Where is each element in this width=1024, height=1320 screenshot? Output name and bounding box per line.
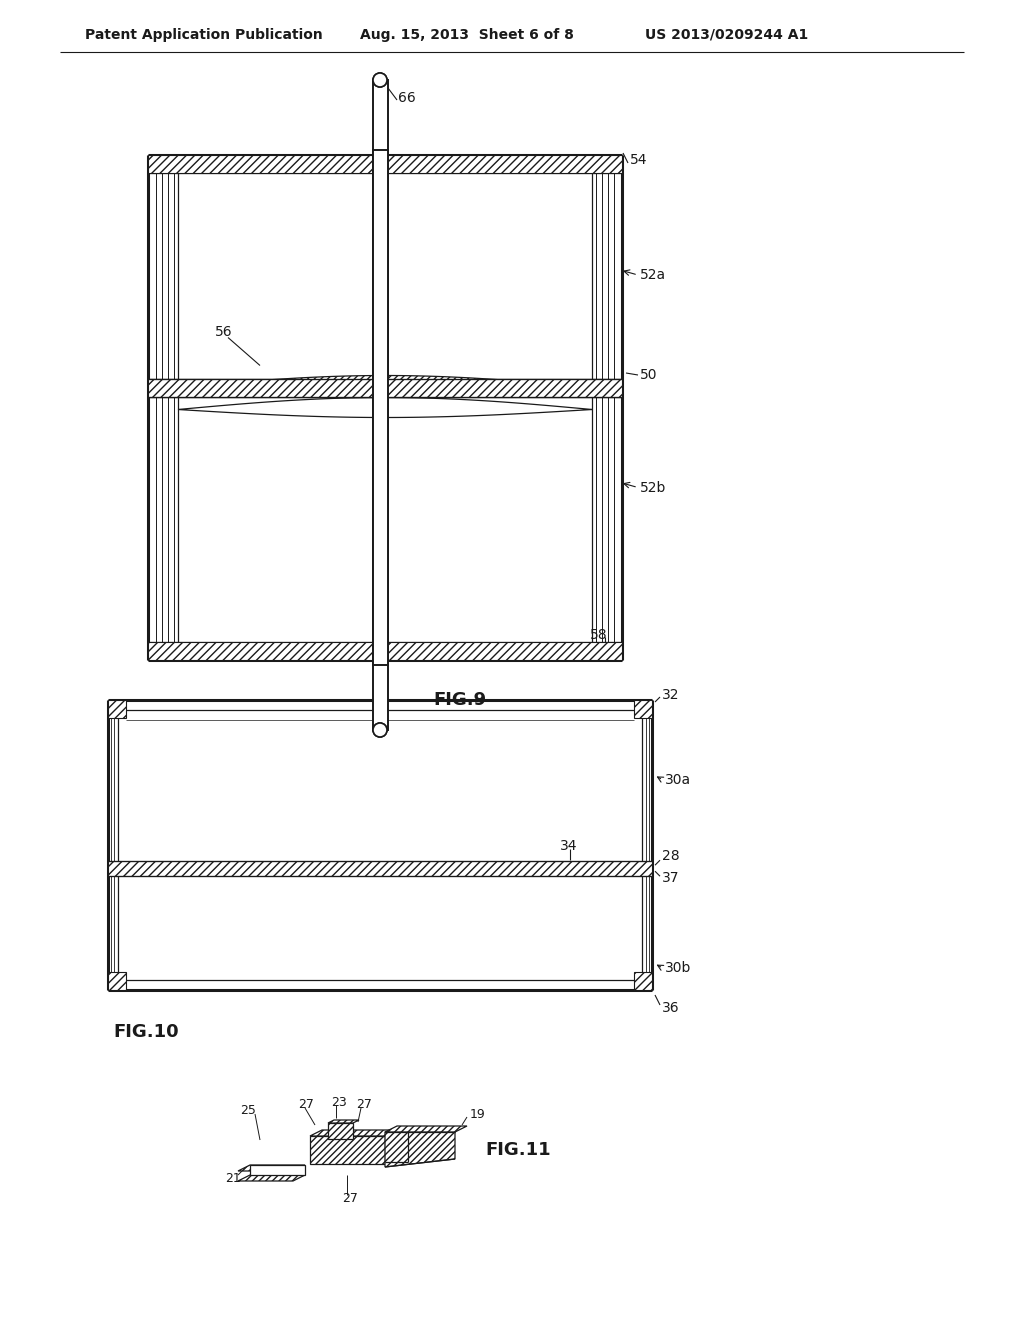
Text: Patent Application Publication: Patent Application Publication	[85, 28, 323, 42]
Bar	[108, 700, 126, 718]
Text: FIG.9: FIG.9	[433, 690, 486, 709]
Text: 21: 21	[225, 1172, 241, 1184]
Text: 27: 27	[342, 1192, 357, 1204]
Polygon shape	[385, 1133, 455, 1167]
Text: 27: 27	[356, 1098, 372, 1111]
Text: 56: 56	[215, 326, 232, 339]
Bar	[148, 379, 622, 396]
Text: 30b: 30b	[665, 961, 691, 975]
Circle shape	[373, 723, 387, 737]
Bar	[634, 972, 652, 990]
Bar	[634, 700, 652, 718]
Polygon shape	[310, 1130, 397, 1137]
Circle shape	[373, 723, 387, 737]
Polygon shape	[385, 1126, 467, 1133]
Bar	[148, 642, 622, 660]
Polygon shape	[238, 1175, 305, 1181]
Bar	[148, 379, 622, 396]
Bar	[108, 861, 652, 875]
Text: 37: 37	[662, 871, 680, 886]
Text: 52b: 52b	[640, 480, 667, 495]
Text: 66: 66	[398, 91, 416, 106]
Text: 50: 50	[640, 368, 657, 381]
Text: 27: 27	[298, 1098, 314, 1111]
Text: 19: 19	[470, 1109, 485, 1122]
Text: US 2013/0209244 A1: US 2013/0209244 A1	[645, 28, 808, 42]
Circle shape	[373, 73, 387, 87]
Bar	[148, 154, 622, 173]
Text: 36: 36	[662, 1001, 680, 1015]
Bar	[373, 81, 387, 730]
Bar	[250, 1166, 305, 1175]
Polygon shape	[328, 1119, 359, 1123]
Polygon shape	[310, 1137, 385, 1164]
Text: 58: 58	[590, 628, 607, 642]
Text: FIG.10: FIG.10	[113, 1023, 178, 1041]
Text: FIG.11: FIG.11	[485, 1140, 551, 1159]
Polygon shape	[238, 1166, 305, 1171]
Text: 54: 54	[630, 153, 647, 168]
Circle shape	[373, 73, 387, 87]
Polygon shape	[178, 397, 592, 417]
Text: 34: 34	[560, 840, 578, 853]
Polygon shape	[328, 1123, 353, 1139]
Text: 25: 25	[240, 1104, 256, 1117]
Text: 28: 28	[662, 849, 680, 863]
Text: 32: 32	[662, 688, 680, 702]
Text: 30a: 30a	[665, 774, 691, 787]
Polygon shape	[178, 375, 592, 396]
Text: 23: 23	[331, 1096, 347, 1109]
Text: Aug. 15, 2013  Sheet 6 of 8: Aug. 15, 2013 Sheet 6 of 8	[360, 28, 573, 42]
Text: 52a: 52a	[640, 268, 667, 282]
Bar	[373, 150, 387, 665]
Bar	[108, 972, 126, 990]
